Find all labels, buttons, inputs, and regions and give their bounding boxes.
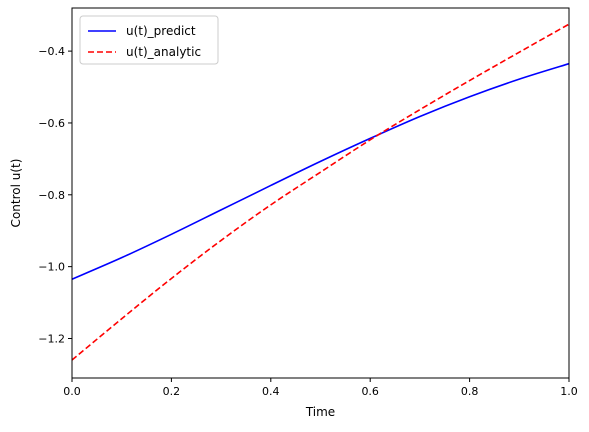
x-tick-label: 1.0 bbox=[560, 385, 578, 398]
x-tick-label: 0.4 bbox=[262, 385, 280, 398]
legend-label: u(t)_analytic bbox=[126, 45, 201, 59]
legend: u(t)_predict u(t)_analytic bbox=[79, 15, 219, 65]
x-tick-label: 0.0 bbox=[63, 385, 81, 398]
y-axis: −1.2 −1.0 −0.8 −0.6 −0.4 bbox=[38, 45, 72, 345]
y-axis-label: Control u(t) bbox=[9, 159, 23, 228]
legend-label: u(t)_predict bbox=[126, 24, 196, 38]
series-line-1 bbox=[71, 62, 570, 280]
series-layer bbox=[71, 23, 570, 361]
series-line-2 bbox=[71, 23, 570, 361]
y-tick-label: −0.8 bbox=[38, 189, 65, 202]
y-tick-label: −1.0 bbox=[38, 261, 65, 274]
axes-frame bbox=[71, 7, 570, 379]
y-tick-label: −0.4 bbox=[38, 45, 65, 58]
x-tick-label: 0.6 bbox=[361, 385, 379, 398]
y-tick-label: −0.6 bbox=[38, 117, 65, 130]
x-axis-label: Time bbox=[305, 405, 335, 419]
x-tick-label: 0.8 bbox=[461, 385, 479, 398]
x-tick-label: 0.2 bbox=[163, 385, 181, 398]
x-axis: 0.0 0.2 0.4 0.6 0.8 1.0 bbox=[63, 378, 578, 398]
legend-box bbox=[79, 15, 219, 65]
y-tick-label: −1.2 bbox=[38, 332, 65, 345]
